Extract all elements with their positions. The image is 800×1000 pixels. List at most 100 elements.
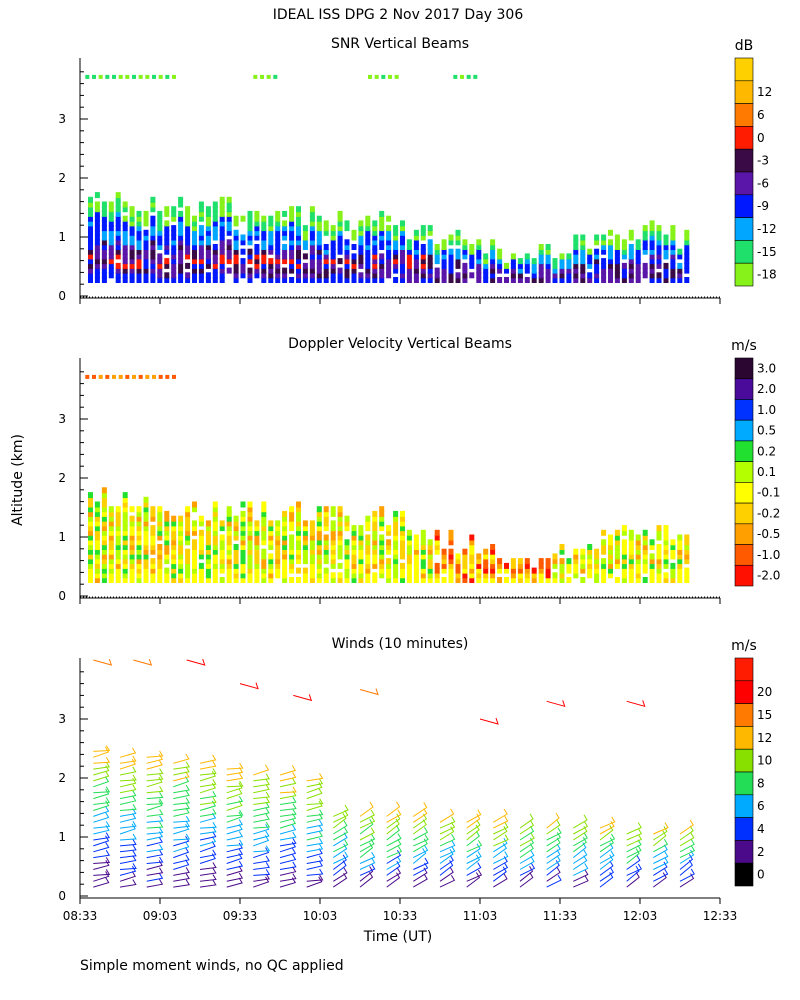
heatmap-cell [566, 253, 572, 260]
heatmap-cell [462, 277, 468, 283]
heatmap-cell [94, 506, 100, 513]
heatmap-cell [178, 244, 184, 250]
heatmap-cell [115, 262, 121, 269]
wind-barb [626, 834, 643, 847]
heatmap-cell [621, 253, 627, 260]
wind-barb [279, 818, 297, 829]
heatmap-cell [302, 529, 308, 536]
wind-barb [386, 846, 403, 859]
heatmap-cell [88, 529, 93, 536]
heatmap-cell [157, 229, 163, 236]
heatmap-cell [185, 558, 191, 565]
heatmap-cell [261, 272, 267, 279]
heatmap-cell [164, 520, 170, 527]
heatmap-cell [157, 548, 163, 555]
heatmap-cell [198, 234, 204, 241]
wind-barb [359, 801, 374, 817]
heatmap-cell [192, 562, 197, 569]
heatmap-cell [642, 562, 648, 569]
heatmap-cell [517, 277, 523, 283]
heatmap-cell [372, 244, 378, 250]
heatmap-cell [635, 244, 641, 250]
heatmap-cell [587, 272, 593, 279]
wind-barb [119, 823, 136, 835]
heatmap-cell [150, 539, 156, 546]
heatmap-cell [566, 272, 572, 279]
heatmap-cell [358, 577, 364, 583]
heatmap-cell [469, 544, 475, 550]
wind-barb [386, 856, 402, 870]
wind-barb [173, 867, 190, 876]
heatmap-cell [316, 529, 322, 536]
wind-barb [93, 871, 110, 882]
heatmap-cell [247, 558, 253, 565]
heatmap-cell [115, 553, 121, 560]
heatmap-cell [635, 553, 641, 560]
heatmap-cell [462, 267, 468, 274]
heatmap-cell [108, 215, 114, 222]
heatmap-cell [635, 577, 641, 583]
heatmap-cell [205, 277, 211, 283]
heatmap-cell [150, 506, 156, 513]
heatmap-cell [145, 74, 150, 79]
heatmap-cell [261, 558, 267, 565]
heatmap-cell [88, 277, 93, 283]
heatmap-cell [108, 258, 114, 265]
wind-barb [93, 797, 111, 805]
heatmap-cell [476, 272, 482, 279]
colorbar-label: -15 [757, 245, 777, 259]
heatmap-cell [400, 562, 405, 569]
colorbar-label: 0 [757, 131, 765, 145]
wind-barb [306, 843, 324, 853]
wind-barb [546, 867, 561, 882]
heatmap-cell [316, 272, 322, 279]
heatmap-cell [601, 577, 607, 583]
heatmap-cell [441, 262, 447, 269]
heatmap-cell [261, 215, 267, 222]
heatmap-cell [254, 253, 260, 260]
heatmap-cell [677, 534, 683, 541]
wind-barb [199, 874, 217, 882]
wind-barb [493, 815, 509, 829]
heatmap-cell [136, 267, 142, 274]
heatmap-cell [358, 558, 364, 565]
heatmap-cell [198, 539, 204, 546]
heatmap-cell [233, 548, 239, 555]
heatmap-cell [171, 525, 177, 532]
heatmap-cell [115, 572, 121, 579]
heatmap-cell [296, 239, 301, 246]
heatmap-cell [108, 201, 114, 208]
heatmap-cell [309, 577, 315, 583]
heatmap-cell [282, 234, 288, 241]
heatmap-cell [226, 506, 232, 513]
heatmap-cell [406, 239, 412, 246]
heatmap-cell [462, 239, 468, 246]
heatmap-cell [157, 577, 163, 583]
heatmap-cell [420, 577, 426, 583]
heatmap-cell [268, 215, 274, 222]
heatmap-cell [136, 215, 142, 222]
heatmap-cell [628, 277, 634, 283]
heatmap-cell [580, 234, 586, 241]
heatmap-cell [143, 529, 149, 536]
heatmap-cell [372, 258, 378, 265]
heatmap-cell [621, 248, 627, 255]
heatmap-cell [254, 548, 260, 555]
panel-content [85, 374, 690, 583]
heatmap-cell [108, 567, 114, 574]
heatmap-cell [614, 248, 620, 255]
heatmap-cell [268, 577, 274, 583]
heatmap-cell [649, 239, 655, 246]
heatmap-cell [233, 567, 239, 574]
heatmap-cell [573, 277, 579, 283]
heatmap-cell [379, 262, 385, 269]
heatmap-cell [677, 248, 683, 255]
heatmap-cell [129, 544, 135, 550]
heatmap-cell [94, 548, 100, 555]
heatmap-cell [240, 272, 246, 279]
heatmap-cell [260, 74, 264, 79]
heatmap-cell [233, 553, 239, 560]
snr-panel: SNR Vertical Beams01231260-3-6-9-12-15-1… [58, 36, 777, 304]
heatmap-cell [282, 515, 288, 522]
heatmap-cell [136, 539, 142, 546]
